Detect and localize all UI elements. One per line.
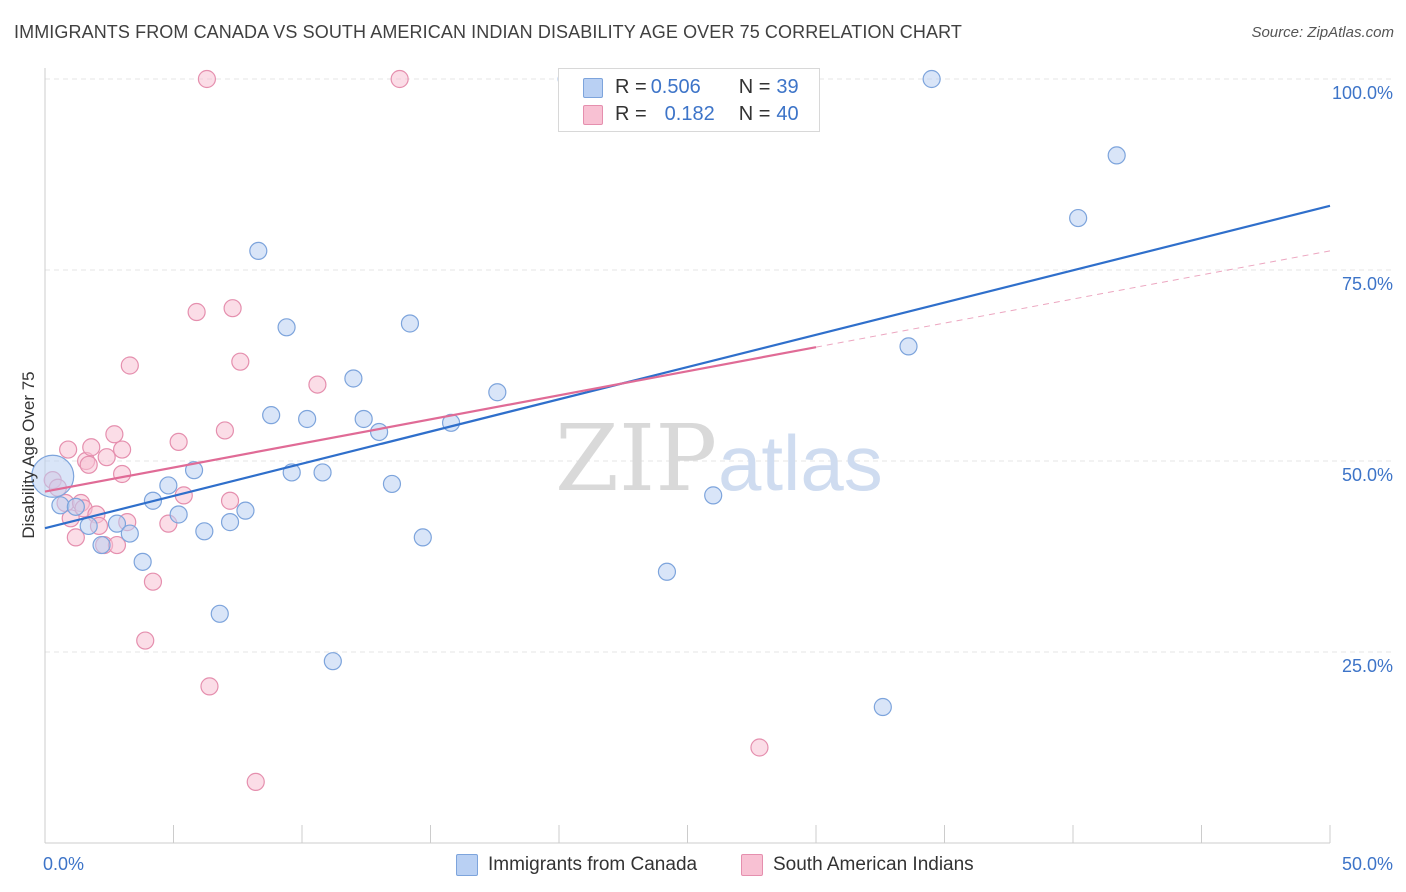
blue-point [354, 409, 373, 429]
pink-point [169, 432, 188, 451]
pink-point [220, 491, 240, 510]
pink-point [246, 772, 265, 791]
pink-point [200, 677, 219, 696]
blue-point [79, 516, 98, 536]
blue-point [184, 461, 204, 480]
y-tick-label: 25.0% [1342, 656, 1393, 676]
correlation-legend: R = 0.506 N = 39 R = 0.182 N = 40 [558, 68, 820, 132]
legend-row-pink: R = 0.182 N = 40 [583, 102, 799, 126]
blue-point [120, 524, 139, 543]
blue-points [31, 69, 1126, 717]
pink-point [215, 421, 234, 440]
blue-point [413, 528, 432, 547]
blue-point [922, 69, 941, 89]
watermark-atlas: atlas [718, 419, 883, 507]
legend-swatch-pink [583, 105, 603, 125]
pink-point [120, 356, 139, 375]
blue-point [873, 697, 892, 717]
blue-point [133, 552, 152, 571]
blue-point [899, 337, 918, 356]
blue-point [159, 476, 178, 495]
pink-point [197, 69, 217, 89]
x-tick-label: 0.0% [43, 854, 84, 874]
tick-labels: 25.0% 50.0% 75.0% 100.0% 0.0% 50.0% [43, 83, 1393, 874]
blue-point [313, 463, 332, 482]
y-tick-label: 75.0% [1342, 274, 1393, 294]
pink-point [750, 738, 769, 757]
blue-point [323, 652, 342, 671]
blue-point [66, 497, 85, 516]
blue-point [107, 514, 127, 533]
pink-point [390, 69, 409, 89]
blue-point [210, 604, 229, 623]
blue-point [1107, 146, 1126, 165]
pink-point [97, 448, 116, 467]
pink-point [231, 352, 250, 371]
series-name-pink: South American Indians [773, 854, 974, 875]
pink-point [79, 455, 98, 474]
series-legend-blue: Immigrants from Canada [456, 852, 697, 878]
blue-point [262, 406, 281, 425]
blue-point [195, 522, 214, 541]
legend-n-label: N = [738, 102, 771, 125]
y-tick-label: 100.0% [1332, 83, 1393, 103]
pink-point [308, 375, 327, 394]
pink-point [223, 299, 242, 318]
pink-point [105, 425, 124, 444]
blue-point [92, 535, 111, 555]
blue-point [488, 383, 507, 402]
watermark-zip: ZIP [555, 405, 717, 512]
blue-point [704, 486, 723, 505]
blue-point [298, 409, 317, 429]
pink-point [143, 572, 163, 591]
legend-n-value: 39 [776, 75, 799, 98]
blue-point [344, 369, 363, 388]
chart-title: IMMIGRANTS FROM CANADA VS SOUTH AMERICAN… [14, 22, 962, 42]
series-swatch-pink [741, 854, 763, 876]
pink-trend-line [44, 346, 817, 493]
blue-point [169, 505, 188, 524]
blue-point [400, 314, 420, 333]
pink-point [59, 440, 78, 459]
y-tick-label: 50.0% [1342, 465, 1393, 485]
series-legend-pink: South American Indians [741, 852, 974, 878]
watermark: ZIP atlas [555, 405, 883, 512]
blue-point [249, 241, 268, 260]
blue-trend-line [44, 204, 1331, 530]
pink-trend-extension [815, 250, 1331, 348]
legend-r-value: 0.182 [664, 102, 715, 125]
blue-point [51, 496, 70, 515]
blue-point [382, 474, 402, 494]
legend-r-value: 0.506 [650, 75, 701, 98]
series-swatch-blue [456, 854, 478, 876]
blue-point [1069, 208, 1088, 228]
legend-swatch-blue [583, 78, 603, 98]
pink-point [82, 438, 101, 457]
pink-point [187, 302, 206, 322]
blue-point [236, 501, 255, 520]
source-label: Source: ZipAtlas.com [1251, 24, 1394, 41]
legend-n-label: N = [738, 75, 771, 98]
blue-point [220, 513, 240, 532]
x-tick-label: 50.0% [1342, 854, 1393, 874]
blue-point [657, 562, 677, 581]
legend-n-value: 40 [776, 102, 799, 125]
legend-r-label: R = [615, 102, 647, 125]
blue-point [277, 318, 296, 337]
blue-point [370, 422, 389, 442]
blue-point [31, 454, 75, 498]
legend-row-blue: R = 0.506 N = 39 [583, 75, 799, 99]
pink-point [136, 631, 155, 650]
pink-point [112, 464, 132, 484]
pink-point [112, 440, 132, 459]
legend-r-label: R = [615, 75, 647, 98]
y-axis-label: Disability Age Over 75 [19, 371, 38, 538]
series-name-blue: Immigrants from Canada [488, 854, 698, 875]
pink-point [66, 528, 85, 547]
axes [44, 68, 1331, 844]
trend-lines [44, 204, 1331, 530]
